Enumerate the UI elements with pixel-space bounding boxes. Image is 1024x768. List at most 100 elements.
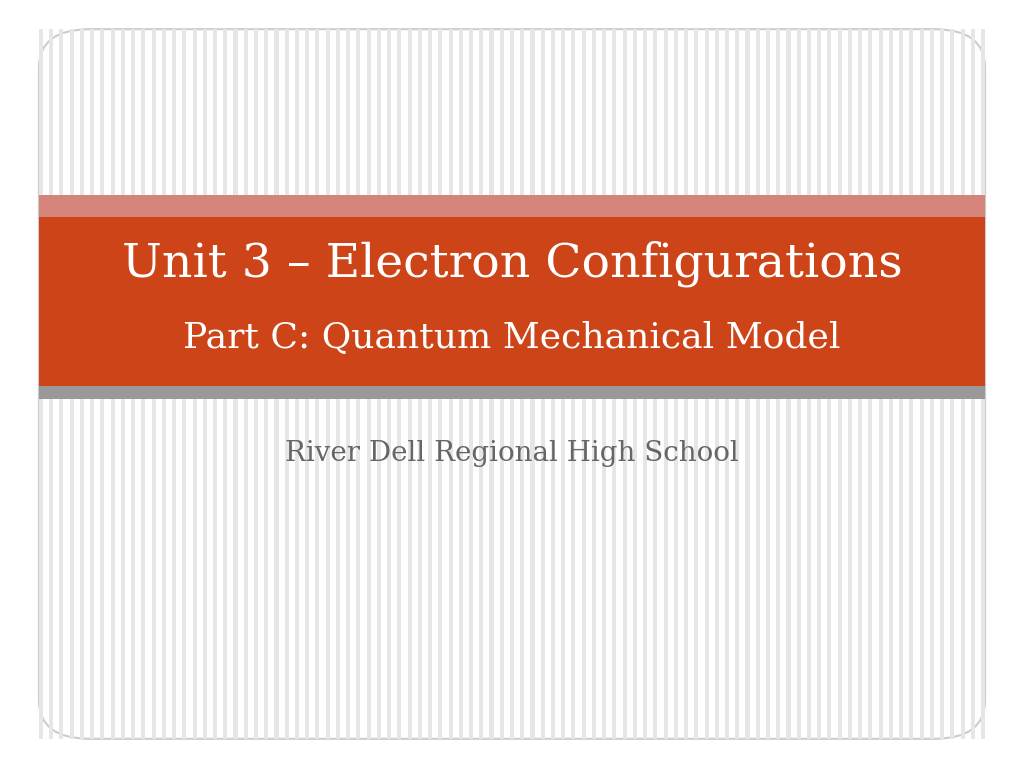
Bar bbox=[500, 29, 504, 739]
Bar bbox=[797, 29, 801, 739]
Bar bbox=[479, 29, 483, 739]
Bar bbox=[387, 29, 391, 739]
Bar bbox=[80, 29, 84, 739]
Bar bbox=[510, 29, 514, 739]
Bar bbox=[817, 29, 821, 739]
Bar bbox=[602, 29, 606, 739]
Bar bbox=[592, 29, 596, 739]
Bar bbox=[776, 29, 780, 739]
Bar bbox=[90, 29, 94, 739]
Bar bbox=[39, 217, 985, 386]
Bar bbox=[838, 29, 842, 739]
Bar bbox=[172, 29, 176, 739]
Bar bbox=[971, 29, 975, 739]
Bar bbox=[397, 29, 401, 739]
Text: Part C: Quantum Mechanical Model: Part C: Quantum Mechanical Model bbox=[183, 321, 841, 356]
Bar bbox=[70, 29, 74, 739]
Bar bbox=[715, 29, 719, 739]
Bar bbox=[868, 29, 872, 739]
Bar bbox=[121, 29, 125, 739]
Bar bbox=[418, 29, 422, 739]
Bar bbox=[285, 29, 289, 739]
Bar bbox=[879, 29, 883, 739]
Bar bbox=[520, 29, 524, 739]
Bar bbox=[111, 29, 115, 739]
Bar bbox=[848, 29, 852, 739]
Bar bbox=[920, 29, 924, 739]
Bar bbox=[961, 29, 965, 739]
Bar bbox=[203, 29, 207, 739]
Bar bbox=[408, 29, 412, 739]
Bar bbox=[653, 29, 657, 739]
Bar bbox=[571, 29, 575, 739]
Bar bbox=[459, 29, 463, 739]
Bar bbox=[131, 29, 135, 739]
Bar bbox=[193, 29, 197, 739]
Bar bbox=[469, 29, 473, 739]
Bar bbox=[541, 29, 545, 739]
Bar bbox=[244, 29, 248, 739]
Bar bbox=[674, 29, 678, 739]
Bar bbox=[356, 29, 360, 739]
Bar bbox=[326, 29, 330, 739]
Bar bbox=[664, 29, 668, 739]
Text: River Dell Regional High School: River Dell Regional High School bbox=[285, 439, 739, 467]
Bar bbox=[449, 29, 453, 739]
Bar bbox=[39, 195, 985, 217]
Text: Unit 3 – Electron Configurations: Unit 3 – Electron Configurations bbox=[122, 240, 902, 287]
Bar bbox=[438, 29, 442, 739]
Bar bbox=[827, 29, 831, 739]
Bar bbox=[39, 29, 43, 739]
Bar bbox=[950, 29, 954, 739]
FancyBboxPatch shape bbox=[39, 29, 985, 739]
Bar bbox=[745, 29, 750, 739]
Bar bbox=[141, 29, 145, 739]
Bar bbox=[612, 29, 616, 739]
Bar bbox=[909, 29, 913, 739]
Bar bbox=[858, 29, 862, 739]
Bar bbox=[530, 29, 535, 739]
Bar bbox=[100, 29, 104, 739]
Bar bbox=[561, 29, 565, 739]
Bar bbox=[930, 29, 934, 739]
Bar bbox=[39, 386, 985, 399]
Bar bbox=[551, 29, 555, 739]
Bar bbox=[725, 29, 729, 739]
Bar bbox=[899, 29, 903, 739]
Bar bbox=[162, 29, 166, 739]
Bar bbox=[346, 29, 350, 739]
Bar bbox=[59, 29, 63, 739]
Bar bbox=[889, 29, 893, 739]
Bar bbox=[428, 29, 432, 739]
Bar bbox=[49, 29, 53, 739]
Bar bbox=[684, 29, 688, 739]
Bar bbox=[274, 29, 279, 739]
Bar bbox=[254, 29, 258, 739]
Bar bbox=[756, 29, 760, 739]
Bar bbox=[694, 29, 698, 739]
Bar bbox=[295, 29, 299, 739]
Bar bbox=[489, 29, 494, 739]
Bar bbox=[233, 29, 238, 739]
Bar bbox=[264, 29, 268, 739]
Bar bbox=[582, 29, 586, 739]
Bar bbox=[786, 29, 791, 739]
Bar bbox=[305, 29, 309, 739]
Bar bbox=[152, 29, 156, 739]
Bar bbox=[981, 29, 985, 739]
Bar bbox=[705, 29, 709, 739]
Bar bbox=[367, 29, 371, 739]
Bar bbox=[213, 29, 217, 739]
Bar bbox=[940, 29, 944, 739]
Bar bbox=[807, 29, 811, 739]
Bar bbox=[223, 29, 227, 739]
Bar bbox=[633, 29, 637, 739]
Bar bbox=[623, 29, 627, 739]
Bar bbox=[336, 29, 340, 739]
Bar bbox=[735, 29, 739, 739]
Bar bbox=[766, 29, 770, 739]
Bar bbox=[643, 29, 647, 739]
Bar bbox=[315, 29, 319, 739]
Bar bbox=[377, 29, 381, 739]
Bar bbox=[182, 29, 186, 739]
